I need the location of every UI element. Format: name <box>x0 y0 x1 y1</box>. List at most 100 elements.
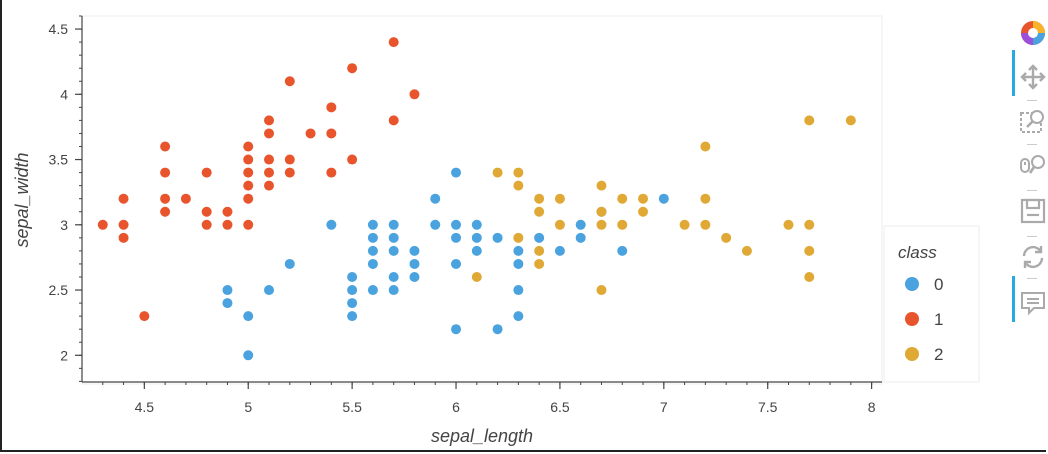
data-point-class-2 <box>554 219 565 230</box>
data-point-class-0 <box>471 232 482 243</box>
data-point-class-0 <box>284 258 295 269</box>
toolbar-separator <box>1027 236 1037 237</box>
legend: class 0 1 2 <box>883 225 980 383</box>
toolbar <box>1006 10 1048 340</box>
data-point-class-2 <box>513 180 524 191</box>
legend-label-1: 1 <box>934 310 943 329</box>
data-point-class-1 <box>305 128 316 139</box>
data-point-class-1 <box>201 206 212 217</box>
data-point-class-2 <box>700 219 711 230</box>
data-point-class-0 <box>388 285 399 296</box>
data-point-class-1 <box>97 219 108 230</box>
data-point-class-0 <box>367 245 378 256</box>
data-point-class-0 <box>451 232 462 243</box>
legend-marker-0 <box>905 277 919 291</box>
y-tick-label: 2.5 <box>49 282 69 298</box>
data-point-class-2 <box>700 141 711 152</box>
legend-box <box>883 225 980 383</box>
data-point-class-0 <box>388 232 399 243</box>
x-tick-label: 7 <box>660 399 668 415</box>
data-point-class-0 <box>367 258 378 269</box>
y-tick-label: 4.5 <box>49 21 69 37</box>
data-point-class-1 <box>264 115 275 126</box>
data-point-class-2 <box>804 115 815 126</box>
data-point-class-2 <box>845 115 856 126</box>
x-axis-title: sepal_length <box>431 426 533 446</box>
data-point-class-1 <box>388 115 399 126</box>
scatter-plot[interactable]: 4.5 5 5.5 6 6.5 7 7.5 8 2 2.5 3 3.5 4 4.5 sepal_leng… <box>2 0 1002 452</box>
y-axis-title: sepal_width <box>12 152 32 247</box>
save-icon[interactable] <box>1018 196 1048 226</box>
data-point-class-1 <box>409 89 420 100</box>
data-point-class-0 <box>451 219 462 230</box>
plot-area-border <box>81 15 883 385</box>
data-point-class-2 <box>783 219 794 230</box>
data-point-class-1 <box>264 128 275 139</box>
box-zoom-icon[interactable] <box>1018 106 1048 136</box>
data-point-class-2 <box>721 232 732 243</box>
data-point-class-0 <box>409 271 420 282</box>
data-point-class-0 <box>471 245 482 256</box>
data-point-class-1 <box>264 167 275 178</box>
data-point-class-0 <box>451 324 462 335</box>
data-point-class-1 <box>243 154 254 165</box>
data-point-class-0 <box>222 298 233 309</box>
wheel-zoom-icon[interactable] <box>1018 150 1048 180</box>
toolbar-separator <box>1027 100 1037 101</box>
data-point-class-1 <box>222 219 233 230</box>
data-point-class-1 <box>243 141 254 152</box>
data-point-class-1 <box>160 167 171 178</box>
data-point-class-0 <box>388 245 399 256</box>
data-point-class-0 <box>617 245 628 256</box>
y-tick-label: 3 <box>60 217 68 233</box>
data-point-class-2 <box>534 206 545 217</box>
data-point-class-1 <box>264 180 275 191</box>
pan-icon[interactable] <box>1012 50 1048 96</box>
data-point-class-1 <box>347 154 358 165</box>
data-point-class-1 <box>139 311 150 322</box>
data-point-class-1 <box>264 154 275 165</box>
hover-icon[interactable] <box>1012 276 1048 322</box>
x-tick-label: 5 <box>244 399 252 415</box>
data-point-class-1 <box>222 206 233 217</box>
data-point-class-0 <box>409 245 420 256</box>
data-point-class-0 <box>430 193 441 204</box>
x-axis: 4.5 5 5.5 6 6.5 7 7.5 8 <box>82 381 882 415</box>
x-tick-label: 8 <box>868 399 876 415</box>
reset-icon[interactable] <box>1018 242 1048 272</box>
data-point-class-1 <box>326 128 337 139</box>
data-point-class-1 <box>243 167 254 178</box>
data-point-class-0 <box>388 219 399 230</box>
data-point-class-0 <box>347 271 358 282</box>
legend-label-2: 2 <box>934 345 943 364</box>
data-point-class-0 <box>388 271 399 282</box>
data-point-class-0 <box>326 219 337 230</box>
y-tick-label: 4 <box>60 86 68 102</box>
data-point-class-1 <box>284 167 295 178</box>
data-point-class-1 <box>160 141 171 152</box>
data-point-class-1 <box>180 193 191 204</box>
data-point-class-2 <box>534 258 545 269</box>
data-point-class-2 <box>617 193 628 204</box>
data-point-class-1 <box>388 37 399 48</box>
data-point-class-0 <box>367 285 378 296</box>
data-point-class-2 <box>804 245 815 256</box>
y-axis: 2 2.5 3 3.5 4 4.5 <box>49 15 83 382</box>
data-point-class-0 <box>575 219 586 230</box>
data-point-class-2 <box>700 193 711 204</box>
data-point-class-0 <box>658 193 669 204</box>
legend-marker-2 <box>905 347 919 361</box>
data-point-class-1 <box>201 219 212 230</box>
data-point-class-0 <box>347 298 358 309</box>
data-point-class-0 <box>243 350 254 361</box>
data-point-class-0 <box>367 219 378 230</box>
data-point-class-0 <box>513 245 524 256</box>
data-point-class-0 <box>347 285 358 296</box>
data-point-class-0 <box>471 219 482 230</box>
legend-title: class <box>898 243 937 262</box>
x-tick-label: 6.5 <box>550 399 570 415</box>
data-point-class-1 <box>201 167 212 178</box>
bokeh-logo-icon[interactable] <box>1018 18 1048 48</box>
data-point-class-1 <box>160 193 171 204</box>
data-point-class-1 <box>326 102 337 113</box>
